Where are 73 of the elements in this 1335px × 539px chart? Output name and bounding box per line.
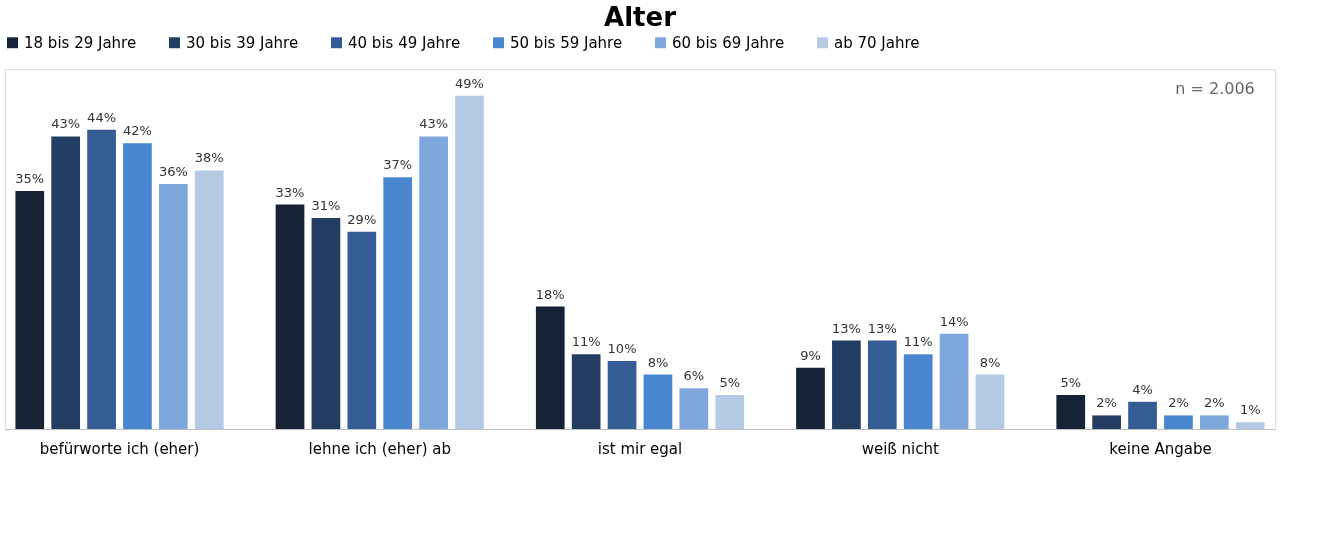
bar (347, 231, 377, 429)
data-label: 11% (571, 334, 601, 350)
data-label: 13% (867, 320, 897, 336)
data-label: 42% (123, 123, 152, 139)
x-tick-label: keine Angabe (1109, 439, 1212, 458)
data-label: 43% (51, 116, 81, 132)
bar (939, 333, 969, 429)
bar (275, 204, 305, 429)
bar (535, 306, 565, 429)
annotation: n = 2.006 (1175, 79, 1255, 98)
bar (1164, 415, 1193, 429)
data-label: 11% (903, 334, 933, 350)
data-label: 31% (311, 198, 341, 214)
bar (1056, 394, 1086, 429)
bar (1235, 422, 1265, 429)
data-label: 1% (1239, 402, 1261, 418)
data-label: 2% (1168, 395, 1189, 411)
legend-label: 18 bis 29 Jahre (24, 33, 137, 52)
data-label: 2% (1096, 395, 1117, 411)
legend-label: 40 bis 49 Jahre (348, 33, 461, 52)
data-label: 14% (939, 313, 969, 329)
data-label: 35% (15, 170, 45, 186)
bar (715, 394, 745, 429)
bar (87, 129, 116, 429)
bar (796, 367, 825, 429)
bar (383, 177, 413, 429)
data-label: 8% (979, 354, 1001, 370)
legend-label: 30 bis 39 Jahre (186, 33, 299, 52)
data-label: 2% (1204, 395, 1225, 411)
bar (643, 374, 673, 429)
x-tick-label: lehne ich (eher) ab (308, 439, 451, 458)
data-label: 9% (800, 347, 821, 363)
bar (571, 354, 601, 429)
data-label: 13% (831, 320, 861, 336)
bar (679, 388, 709, 429)
x-tick-label: weiß nicht (861, 439, 939, 458)
bar (194, 170, 224, 429)
bar (51, 136, 81, 429)
data-label: 5% (719, 374, 741, 390)
bar (419, 136, 448, 429)
bar (15, 190, 45, 429)
data-label: 6% (683, 368, 705, 384)
x-tick-label: ist mir egal (597, 439, 683, 458)
bar (975, 374, 1005, 429)
bar (867, 340, 897, 429)
data-label: 8% (647, 354, 669, 370)
chart-title: Alter (604, 2, 677, 32)
data-label: 49% (455, 75, 484, 91)
bar (158, 184, 188, 429)
bar (455, 95, 484, 429)
bar (1199, 415, 1229, 429)
data-label: 43% (419, 116, 449, 132)
legend-label: 50 bis 59 Jahre (510, 33, 623, 52)
bar (1128, 401, 1157, 429)
data-label: 38% (194, 150, 224, 166)
data-label: 37% (383, 157, 413, 173)
bar (832, 340, 861, 429)
data-label: 4% (1132, 381, 1153, 397)
bar (1092, 415, 1122, 429)
data-label: 44% (87, 109, 117, 125)
bar (123, 143, 152, 429)
data-label: 5% (1060, 374, 1082, 390)
bar (311, 218, 341, 429)
data-label: 18% (535, 286, 565, 302)
bar (607, 360, 637, 429)
data-label: 36% (158, 164, 188, 180)
bar (903, 354, 933, 429)
data-label: 33% (275, 184, 305, 200)
legend-label: ab 70 Jahre (834, 33, 920, 52)
legend-label: 60 bis 69 Jahre (672, 33, 785, 52)
x-tick-label: befürworte ich (eher) (39, 439, 200, 458)
data-label: 10% (607, 340, 637, 356)
data-label: 29% (347, 211, 377, 227)
